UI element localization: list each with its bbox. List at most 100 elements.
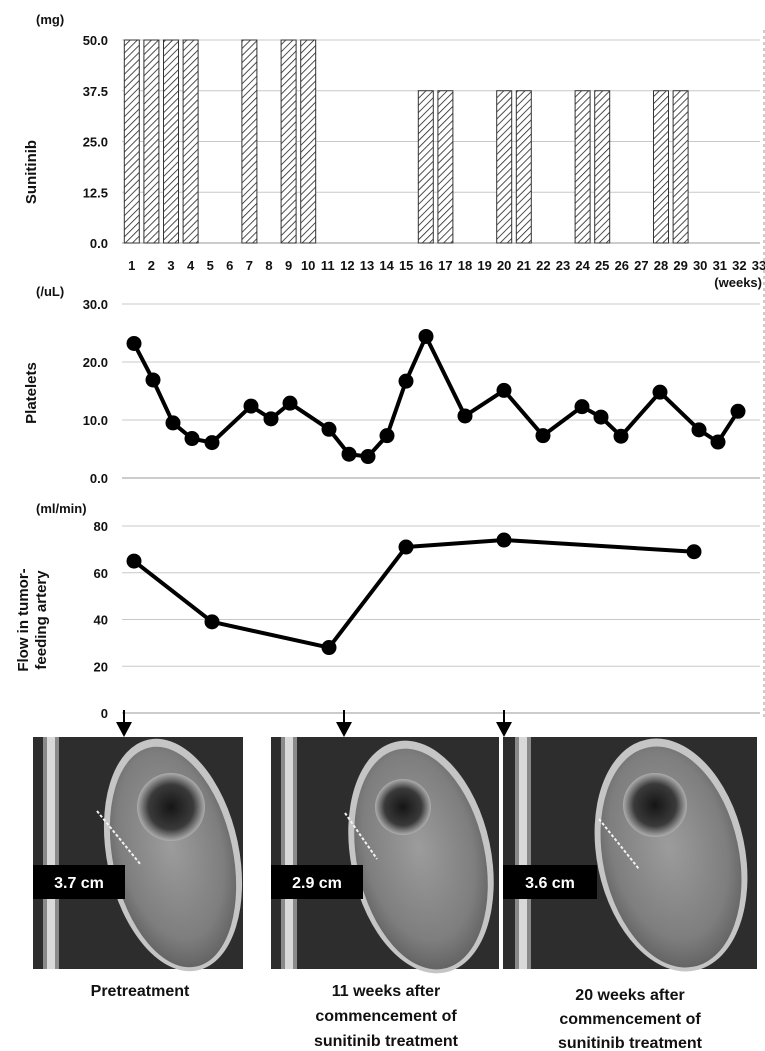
x-tick-label: 14 [379,258,394,273]
sunitinib-bar [241,39,258,244]
platelets-point [263,411,279,427]
x-tick-label: 25 [595,258,609,273]
x-tick-label: 17 [438,258,452,273]
x-tick-label: 31 [713,258,727,273]
platelets-point [243,398,259,414]
x-tick-label: 19 [477,258,491,273]
platelets-point [341,446,357,462]
platelets-point [691,422,707,438]
x-tick-label: 28 [654,258,668,273]
caption-line: sunitinib treatment [558,1035,703,1051]
x-tick-label: 16 [419,258,433,273]
x-tick-label: 1 [128,258,135,273]
flow-point [204,614,220,630]
y-tick-label: 20.0 [83,355,108,370]
y-tick-label: 25.0 [83,135,108,150]
measurement-line [96,810,142,866]
measurement-badge [33,865,125,899]
y-tick-label: 40 [94,613,108,628]
sunitinib-x-ticks: 1 2 3 4 5 6 7 8 9 10 11 12 13 14 15 16 17 18 19 20 21 22 23 24 2… [128,258,765,273]
sunitinib-bar [163,39,179,244]
caption-line: Pretreatment [91,983,190,1000]
x-tick-label: 7 [246,258,253,273]
platelets-point [613,428,629,444]
x-tick-label: 10 [301,258,315,273]
y-tick-label: 50.0 [83,33,108,48]
flow-point [398,539,414,555]
platelets-point [574,399,590,415]
mri-image-week-20: 3.6 cm [503,737,757,972]
sunitinib-bar [594,90,611,244]
x-tick-label: 18 [458,258,472,273]
x-tick-label: 33 [752,258,765,273]
flow-point [126,553,142,569]
x-tick-label: 20 [497,258,511,273]
platelets-point [535,428,551,444]
sunitinib-bar [143,39,160,244]
flow-points [126,532,702,656]
sunitinib-bar [653,90,669,244]
platelets-unit: (/uL) [36,284,64,299]
measurement-value: 2.9 cm [292,875,342,892]
x-tick-label: 5 [207,258,214,273]
tumor-shape [623,773,687,837]
platelets-point [593,409,609,425]
arrow-week-20 [496,710,512,737]
x-tick-label: 9 [285,258,292,273]
measurement-badge [503,865,597,899]
y-tick-label: 0.0 [90,471,108,486]
platelets-point [398,373,414,389]
x-tick-label: 22 [536,258,550,273]
flow-point [686,544,702,560]
caption-line: 11 weeks after [332,983,441,1000]
y-tick-label: 0 [101,706,108,721]
flow-y-ticks: 80 60 40 20 0 [94,519,108,721]
x-tick-label: 24 [575,258,590,273]
platelets-point [184,431,200,447]
caption-line: sunitinib treatment [314,1033,459,1050]
platelets-point [652,384,668,400]
flow-chart: (ml/min) Flow in tumor- feeding artery 8… [15,501,760,721]
tumor-shape [375,779,431,835]
measurement-value: 3.6 cm [525,875,575,892]
x-tick-label: 11 [321,258,335,273]
x-tick-label: 23 [556,258,570,273]
flow-line [132,538,695,650]
x-tick-label: 29 [673,258,687,273]
sunitinib-bar [417,90,434,244]
x-tick-label: 3 [167,258,174,273]
sunitinib-bar [672,90,689,244]
platelets-point [321,421,337,437]
caption-line: commencement of [559,1011,701,1028]
x-tick-label: 2 [148,258,155,273]
y-tick-label: 20 [94,659,108,674]
platelets-points [126,328,746,465]
sunitinib-bar [123,39,140,244]
platelets-point [418,328,434,344]
flow-gridlines [122,525,760,714]
weeks-unit: (weeks) [714,275,762,290]
y-tick-label: 37.5 [83,84,108,99]
platelets-point [710,434,726,450]
sunitinib-bar [182,39,199,244]
x-tick-label: 30 [693,258,707,273]
x-tick-label: 15 [399,258,413,273]
y-tick-label: 80 [94,519,108,534]
y-tick-label: 30.0 [83,297,108,312]
measurement-line [344,812,378,860]
flow-point [496,532,512,548]
sunitinib-bar [515,90,532,244]
platelets-point [457,408,473,424]
platelets-point [379,428,395,444]
arrow-week-11 [336,710,352,737]
arrow-pretreatment [116,710,132,737]
x-tick-label: 32 [732,258,746,273]
platelets-point [282,395,298,411]
flow-axis-label-line2: feeding artery [33,570,50,670]
platelets-point [204,435,220,451]
platelets-point [165,415,181,431]
flow-point [321,640,337,656]
caption-week-20: 20 weeks after commencement of sunitinib… [558,987,703,1051]
platelets-point [360,449,376,465]
